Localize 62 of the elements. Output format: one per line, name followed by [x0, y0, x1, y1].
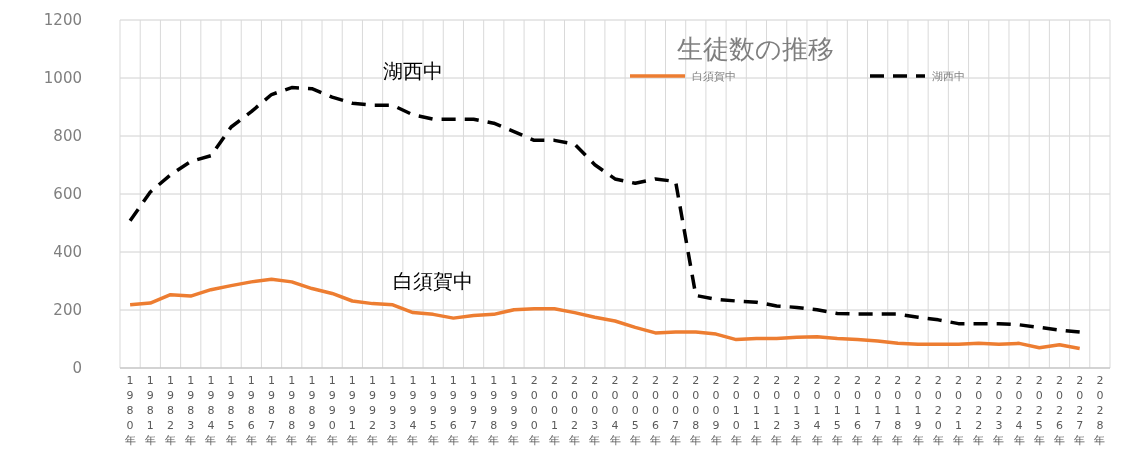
- x-tick-label: 2003年: [589, 374, 601, 447]
- x-tick-label: 2021年: [952, 374, 964, 447]
- x-tick-label: 1997年: [468, 374, 480, 447]
- x-tick-label: 2010年: [730, 374, 742, 447]
- x-tick-label: 2022年: [973, 374, 985, 447]
- x-tick-label: 1998年: [488, 374, 500, 447]
- x-tick-label: 1987年: [266, 374, 278, 447]
- y-tick-label: 0: [72, 359, 82, 377]
- x-tick-label: 1984年: [205, 374, 217, 447]
- x-tick-label: 1980年: [124, 374, 136, 447]
- x-tick-label: 2019年: [912, 374, 924, 447]
- x-tick-label: 2001年: [548, 374, 560, 447]
- y-tick-label: 1200: [43, 11, 82, 29]
- x-tick-label: 1983年: [185, 374, 197, 447]
- x-tick-label: 1988年: [286, 374, 298, 447]
- x-tick-label: 1999年: [508, 374, 520, 447]
- annotation: 白須賀中: [393, 269, 474, 293]
- x-tick-label: 2005年: [629, 374, 641, 447]
- x-tick-label: 2009年: [710, 374, 722, 447]
- x-tick-label: 2024年: [1013, 374, 1025, 447]
- text: 生徒数の推移: [676, 34, 834, 64]
- x-tick-label: 2023年: [993, 374, 1005, 447]
- x-tick-label: 2014年: [811, 374, 823, 447]
- x-tick-label: 1993年: [387, 374, 399, 447]
- x-tick-label: 1996年: [447, 374, 459, 447]
- y-tick-label: 200: [53, 301, 82, 319]
- y-tick-label: 400: [53, 243, 82, 261]
- x-tick-label: 2020年: [932, 374, 944, 447]
- x-tick-label: 2026年: [1053, 374, 1065, 447]
- x-tick-label: 2015年: [831, 374, 843, 447]
- y-tick-label: 1000: [43, 69, 82, 87]
- x-tick-label: 1995年: [427, 374, 439, 447]
- x-tick-label: 2028年: [1094, 374, 1106, 447]
- x-tick-label: 2004年: [609, 374, 621, 447]
- x-tick-label: 2017年: [872, 374, 884, 447]
- x-tick-label: 1986年: [245, 374, 257, 447]
- x-tick-label: 2018年: [892, 374, 904, 447]
- annotation: 湖西中: [382, 59, 443, 83]
- x-tick-label: 1991年: [346, 374, 358, 447]
- x-tick-label: 1981年: [144, 374, 156, 447]
- x-tick-label: 2025年: [1033, 374, 1045, 447]
- x-tick-label: 2013年: [791, 374, 803, 447]
- y-tick-label: 600: [53, 185, 82, 203]
- x-tick-label: 2007年: [670, 374, 682, 447]
- x-tick-label: 2002年: [569, 374, 581, 447]
- x-tick-label: 1989年: [306, 374, 318, 447]
- x-tick-label: 1982年: [165, 374, 177, 447]
- x-tick-label: 1985年: [225, 374, 237, 447]
- x-tick-label: 1994年: [407, 374, 419, 447]
- x-tick-label: 1990年: [326, 374, 338, 447]
- line-series: [128, 85, 1082, 334]
- legend-label: 白須賀中: [692, 70, 736, 83]
- x-tick-label: 2011年: [750, 374, 762, 447]
- x-tick-label: 2006年: [649, 374, 661, 447]
- y-tick-label: 800: [53, 127, 82, 145]
- x-tick-label: 1992年: [367, 374, 379, 447]
- legend-label: 湖西中: [932, 70, 965, 83]
- x-tick-label: 2027年: [1074, 374, 1086, 447]
- x-tick-label: 2008年: [690, 374, 702, 447]
- x-tick-label: 2016年: [851, 374, 863, 447]
- x-tick-label: 2000年: [528, 374, 540, 447]
- x-tick-label: 2012年: [771, 374, 783, 447]
